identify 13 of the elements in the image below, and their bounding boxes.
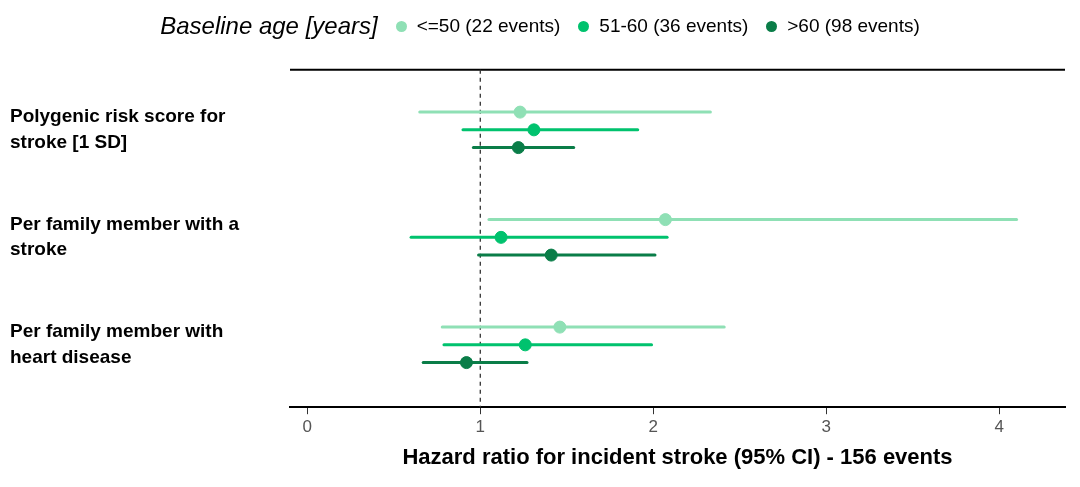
x-tick-label: 0	[302, 417, 313, 437]
legend-label: >60 (98 events)	[787, 15, 920, 37]
x-axis-title: Hazard ratio for incident stroke (95% CI) - 156 events	[402, 443, 953, 469]
x-tick-label: 1	[475, 417, 486, 437]
x-tick-label: 2	[648, 417, 659, 437]
x-tick-label: 3	[821, 417, 832, 437]
legend-label: 51-60 (36 events)	[599, 15, 749, 37]
y-tick-label: Polygenic risk score for stroke [1 SD]	[10, 105, 227, 152]
legend-label: <=50 (22 events)	[416, 15, 561, 37]
legend-title: Baseline age [years]	[160, 12, 378, 40]
y-tick-label: Per family member with heart disease	[10, 320, 224, 367]
x-tick-label: 4	[994, 417, 1004, 437]
y-tick-label: Per family member with a stroke	[10, 212, 240, 260]
